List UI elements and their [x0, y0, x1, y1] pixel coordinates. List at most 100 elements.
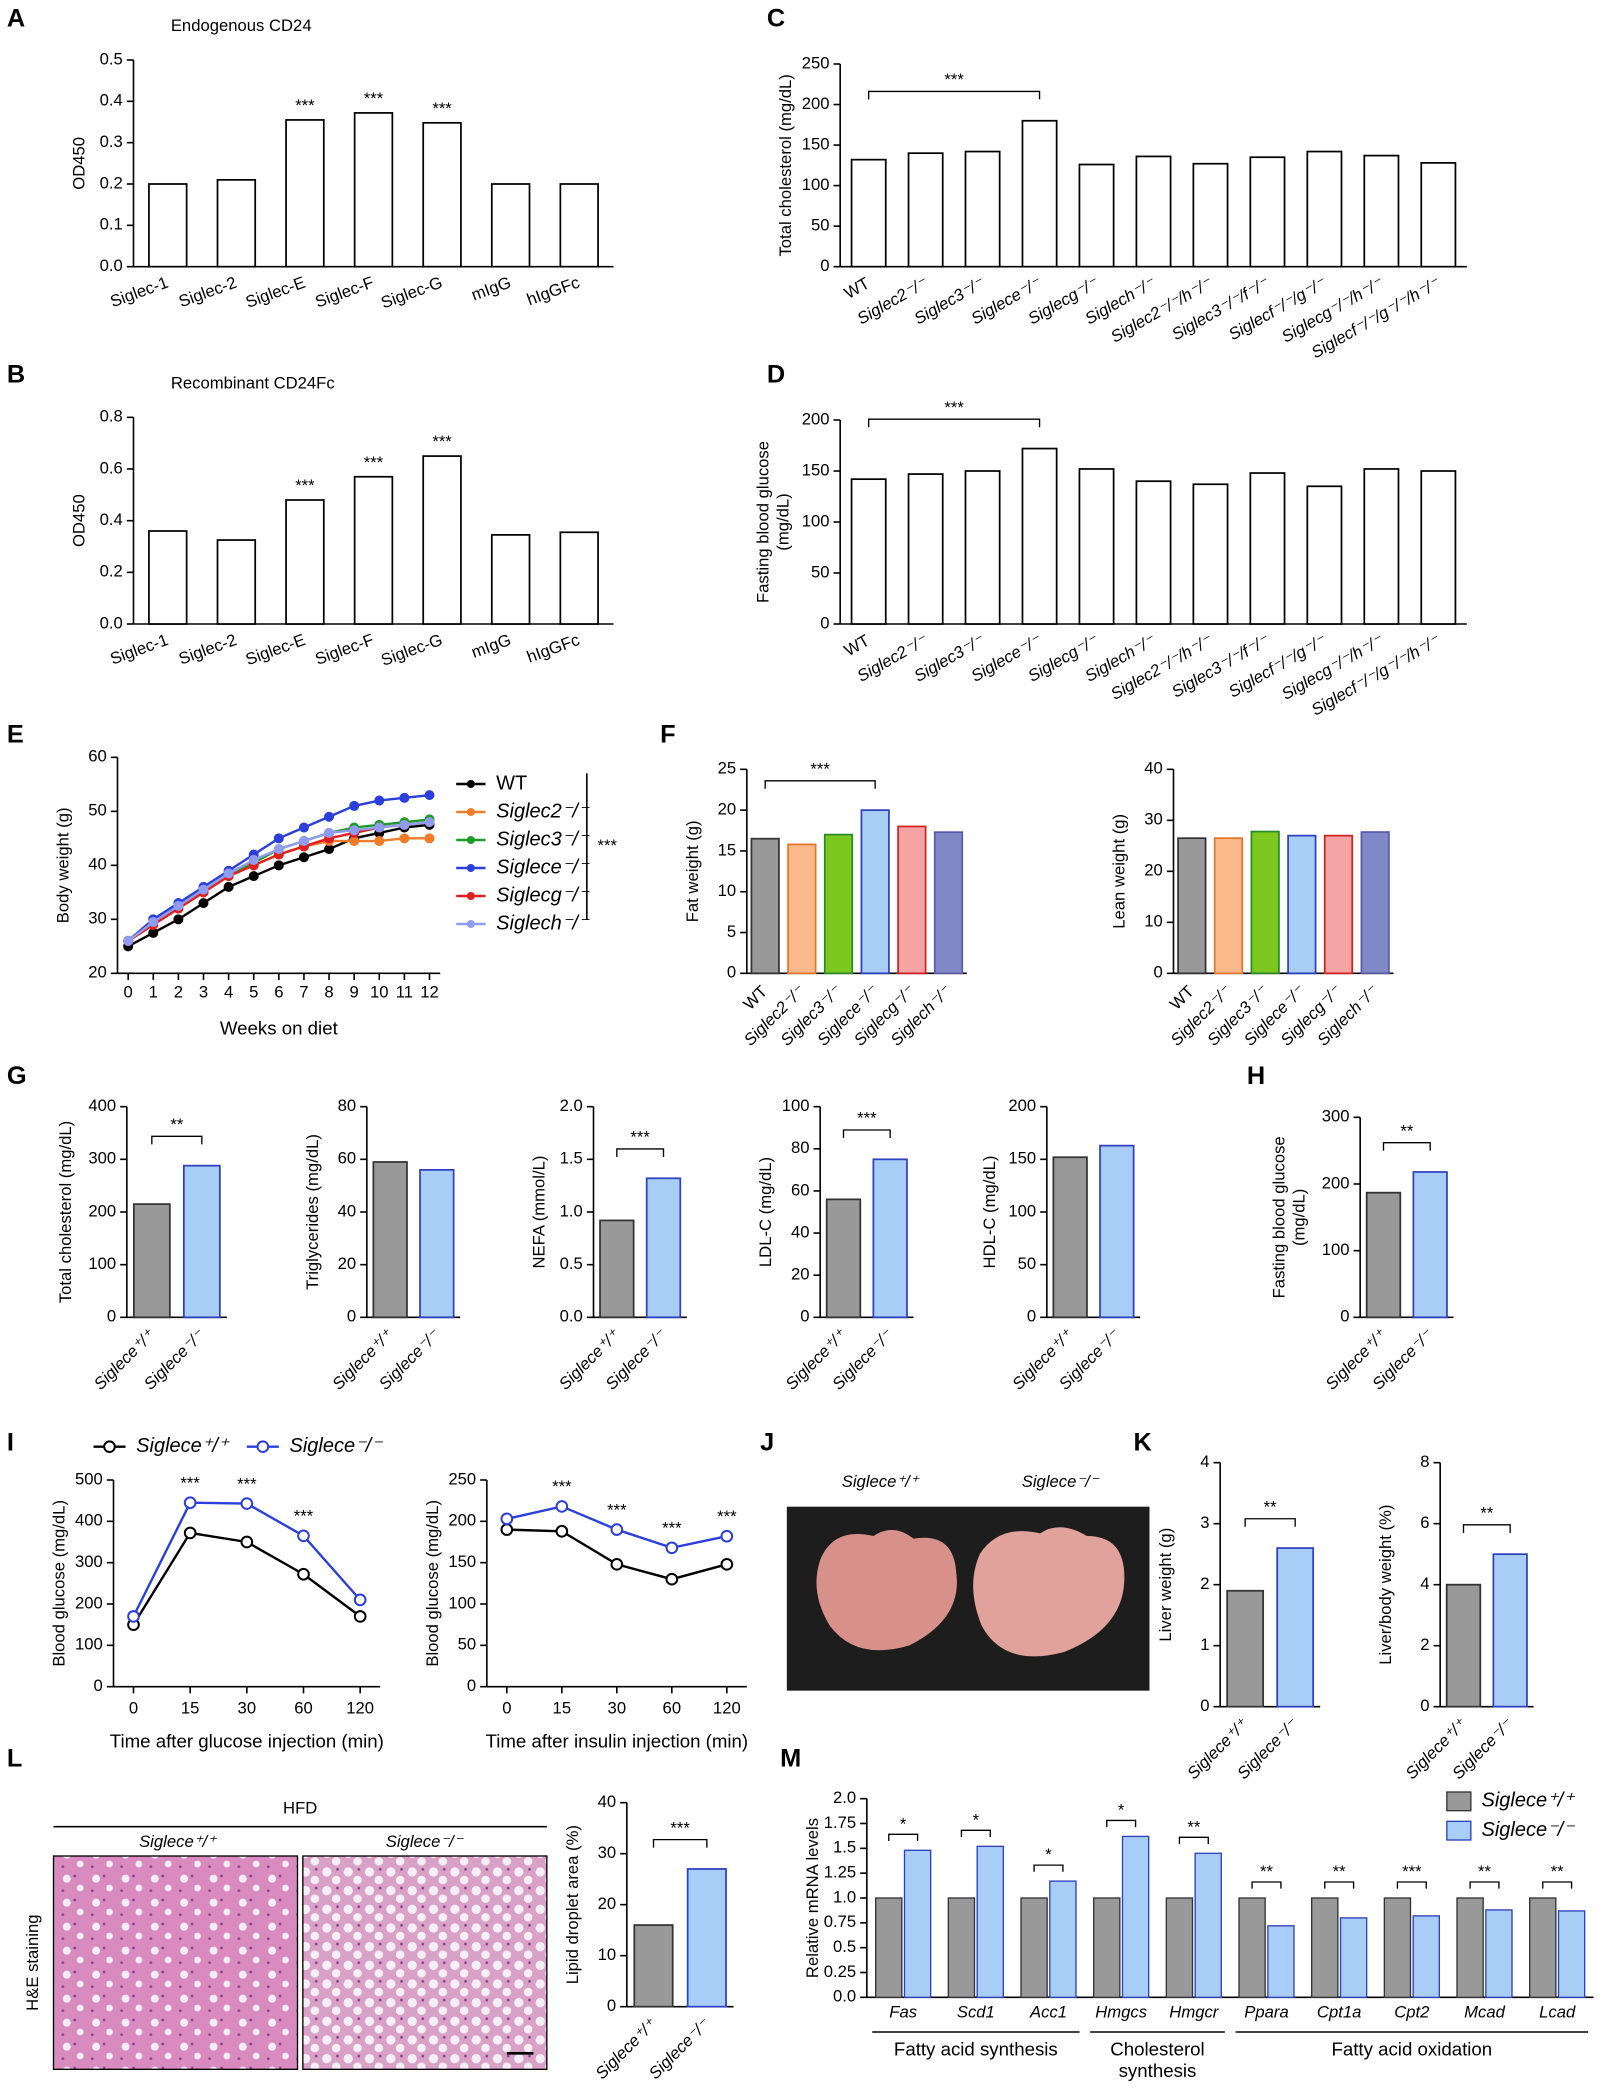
- bar: [823, 833, 854, 975]
- y-tick-label: 1: [1200, 1635, 1209, 1654]
- x-tick-label: Hmgcs: [1095, 2003, 1147, 2022]
- marker: [223, 868, 234, 879]
- marker: [349, 800, 360, 811]
- x-tick-label: WT: [841, 631, 873, 660]
- marker: [324, 811, 335, 822]
- marker: [223, 881, 234, 892]
- bar: [490, 183, 531, 268]
- bar: [1363, 154, 1400, 268]
- sig-label: ***: [944, 70, 964, 89]
- bar: [1021, 119, 1058, 268]
- marker: [173, 900, 184, 911]
- group-label: Fatty acid oxidation: [1331, 2039, 1492, 2060]
- bar: [964, 150, 1001, 268]
- y-tick-label: 50: [88, 801, 107, 820]
- y-tick-label: 40: [1144, 759, 1163, 778]
- bar: [353, 475, 394, 625]
- marker: [298, 836, 309, 847]
- x-tick-label: 7: [299, 983, 308, 1002]
- marker: [720, 1557, 734, 1571]
- y-tick-label: 200: [1008, 1096, 1036, 1115]
- y-tick-label: 1.75: [824, 1813, 856, 1832]
- bar: [1121, 1835, 1150, 1999]
- sig-bracket: [151, 1135, 203, 1145]
- y-tick-label: 0.0: [833, 1987, 856, 2006]
- bar: [1485, 1909, 1513, 1998]
- sig-label: **: [1264, 1497, 1277, 1516]
- sig-bracket: [1033, 1864, 1064, 1872]
- y-tick-label: 0.0: [100, 256, 123, 275]
- y-tick-label: 0: [1420, 1696, 1429, 1715]
- marker: [240, 1497, 254, 1510]
- bar: [964, 470, 1001, 625]
- y-tick-label: 10: [1144, 912, 1163, 931]
- bar: [1250, 830, 1280, 975]
- y-tick-label: 60: [88, 747, 107, 766]
- x-tick-label: 10: [370, 983, 389, 1002]
- y-axis-label: HDL-C (mg/dL): [980, 1156, 999, 1269]
- y-tick-label: 100: [1322, 1240, 1350, 1259]
- x-tick-label: WT: [841, 273, 873, 302]
- y-tick-label: 50: [1018, 1254, 1037, 1273]
- series-line: [132, 1501, 362, 1617]
- bar: [907, 152, 944, 268]
- y-tick-label: 0.4: [100, 91, 123, 110]
- y-axis-label: Fasting blood glucose: [754, 441, 773, 603]
- y-axis-label: OD450: [70, 137, 89, 190]
- y-tick-label: 50: [811, 562, 830, 581]
- y-tick-label: 0: [1200, 1696, 1209, 1715]
- x-tick-label: Scd1: [957, 2003, 995, 2022]
- y-axis-label: (mg/dL): [1290, 1189, 1309, 1246]
- bar: [1339, 1917, 1368, 1999]
- bar: [1135, 155, 1172, 268]
- sig-bracket: [888, 1833, 919, 1841]
- y-tick-label: 40: [338, 1201, 357, 1220]
- y-tick-label: 40: [791, 1222, 810, 1241]
- bar: [1306, 485, 1343, 625]
- y-axis-label: Blood glucose (mg/dL): [423, 1500, 442, 1667]
- sig-label: **: [170, 1115, 183, 1134]
- marker: [123, 935, 134, 946]
- marker: [424, 833, 435, 844]
- bar: [850, 478, 887, 625]
- marker: [349, 825, 360, 836]
- marker: [665, 1541, 679, 1555]
- sig-label: **: [1551, 1862, 1564, 1881]
- x-tick-label: 3: [199, 983, 208, 1002]
- x-tick-label: 9: [350, 983, 359, 1002]
- bar: [132, 1203, 171, 1319]
- bar: [1226, 1589, 1265, 1708]
- histology-l: HFD Siglece⁺/⁺ Siglece⁻/⁻ H&E staining: [23, 1799, 548, 2070]
- marker: [324, 844, 335, 855]
- bar: [285, 499, 325, 625]
- bar: [1456, 1897, 1484, 1998]
- bar: [1238, 1897, 1266, 1998]
- panel-letter: J: [760, 1429, 774, 1457]
- marker: [353, 1610, 367, 1623]
- x-tick-label: mIgG: [469, 630, 514, 662]
- sig-bracket: [1251, 1881, 1282, 1889]
- y-tick-label: 3: [1200, 1513, 1209, 1532]
- bar: [148, 183, 188, 268]
- y-tick-label: 400: [75, 1511, 103, 1530]
- y-axis-label: Fasting blood glucose: [1270, 1136, 1289, 1298]
- bar: [1287, 834, 1317, 975]
- y-axis-label: Liver/body weight (%): [1376, 1505, 1395, 1665]
- y-tick-label: 1.5: [560, 1149, 583, 1168]
- y-tick-label: 0: [467, 1676, 476, 1695]
- chart-title: Recombinant CD24Fc: [171, 373, 335, 392]
- panel-letter: A: [7, 5, 25, 33]
- y-tick-label: 50: [811, 216, 830, 235]
- panel-letter: I: [7, 1429, 14, 1457]
- x-tick-label: Siglec-1: [108, 273, 171, 311]
- y-axis-label: (mg/dL): [774, 493, 793, 550]
- legend-label: Siglece⁺/⁺: [136, 1435, 230, 1457]
- x-axis-label: Time after glucose injection (min): [110, 1731, 384, 1752]
- stain-label: H&E staining: [23, 1915, 42, 2011]
- histology-image: [52, 1855, 299, 2070]
- marker: [424, 790, 435, 801]
- sig-label: ***: [598, 836, 618, 855]
- y-tick-label: 20: [338, 1254, 357, 1273]
- sig-bracket: [1178, 1836, 1209, 1844]
- bar: [372, 1161, 408, 1319]
